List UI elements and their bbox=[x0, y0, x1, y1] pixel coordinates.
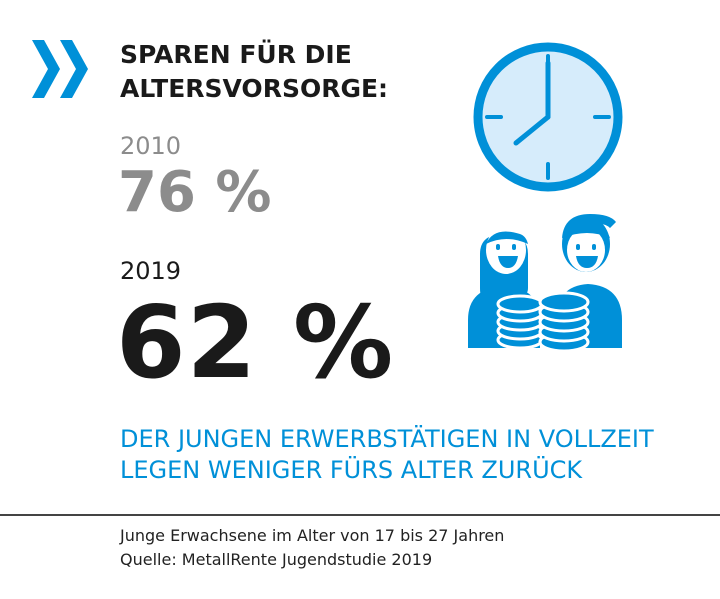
statement-line-1: DER JUNGEN ERWERBSTÄTIGEN IN VOLLZEIT bbox=[120, 425, 654, 453]
coin-stack-icon bbox=[496, 291, 590, 353]
title-line-1: SPAREN FÜR DIE bbox=[120, 40, 352, 69]
clock-icon bbox=[473, 42, 623, 192]
double-chevron-icon bbox=[32, 40, 88, 98]
statement-line-2: LEGEN WENIGER FÜRS ALTER ZURÜCK bbox=[120, 456, 583, 484]
percentage-2010: 76 % bbox=[118, 160, 272, 225]
year-2019-label: 2019 bbox=[120, 257, 182, 285]
footnote: Junge Erwachsene im Alter von 17 bis 27 … bbox=[120, 524, 504, 572]
statement-text: DER JUNGEN ERWERBSTÄTIGEN IN VOLLZEIT LE… bbox=[120, 424, 654, 486]
page-title: SPAREN FÜR DIE ALTERSVORSORGE: bbox=[120, 38, 388, 106]
title-line-2: ALTERSVORSORGE: bbox=[120, 74, 389, 103]
divider bbox=[0, 514, 720, 516]
footnote-line-1: Junge Erwachsene im Alter von 17 bis 27 … bbox=[120, 526, 505, 545]
footnote-source: Quelle: MetallRente Jugendstudie 2019 bbox=[120, 550, 433, 569]
percentage-2019: 62 % bbox=[116, 284, 395, 401]
year-2010-label: 2010 bbox=[120, 132, 182, 160]
savings-illustration bbox=[468, 42, 623, 353]
